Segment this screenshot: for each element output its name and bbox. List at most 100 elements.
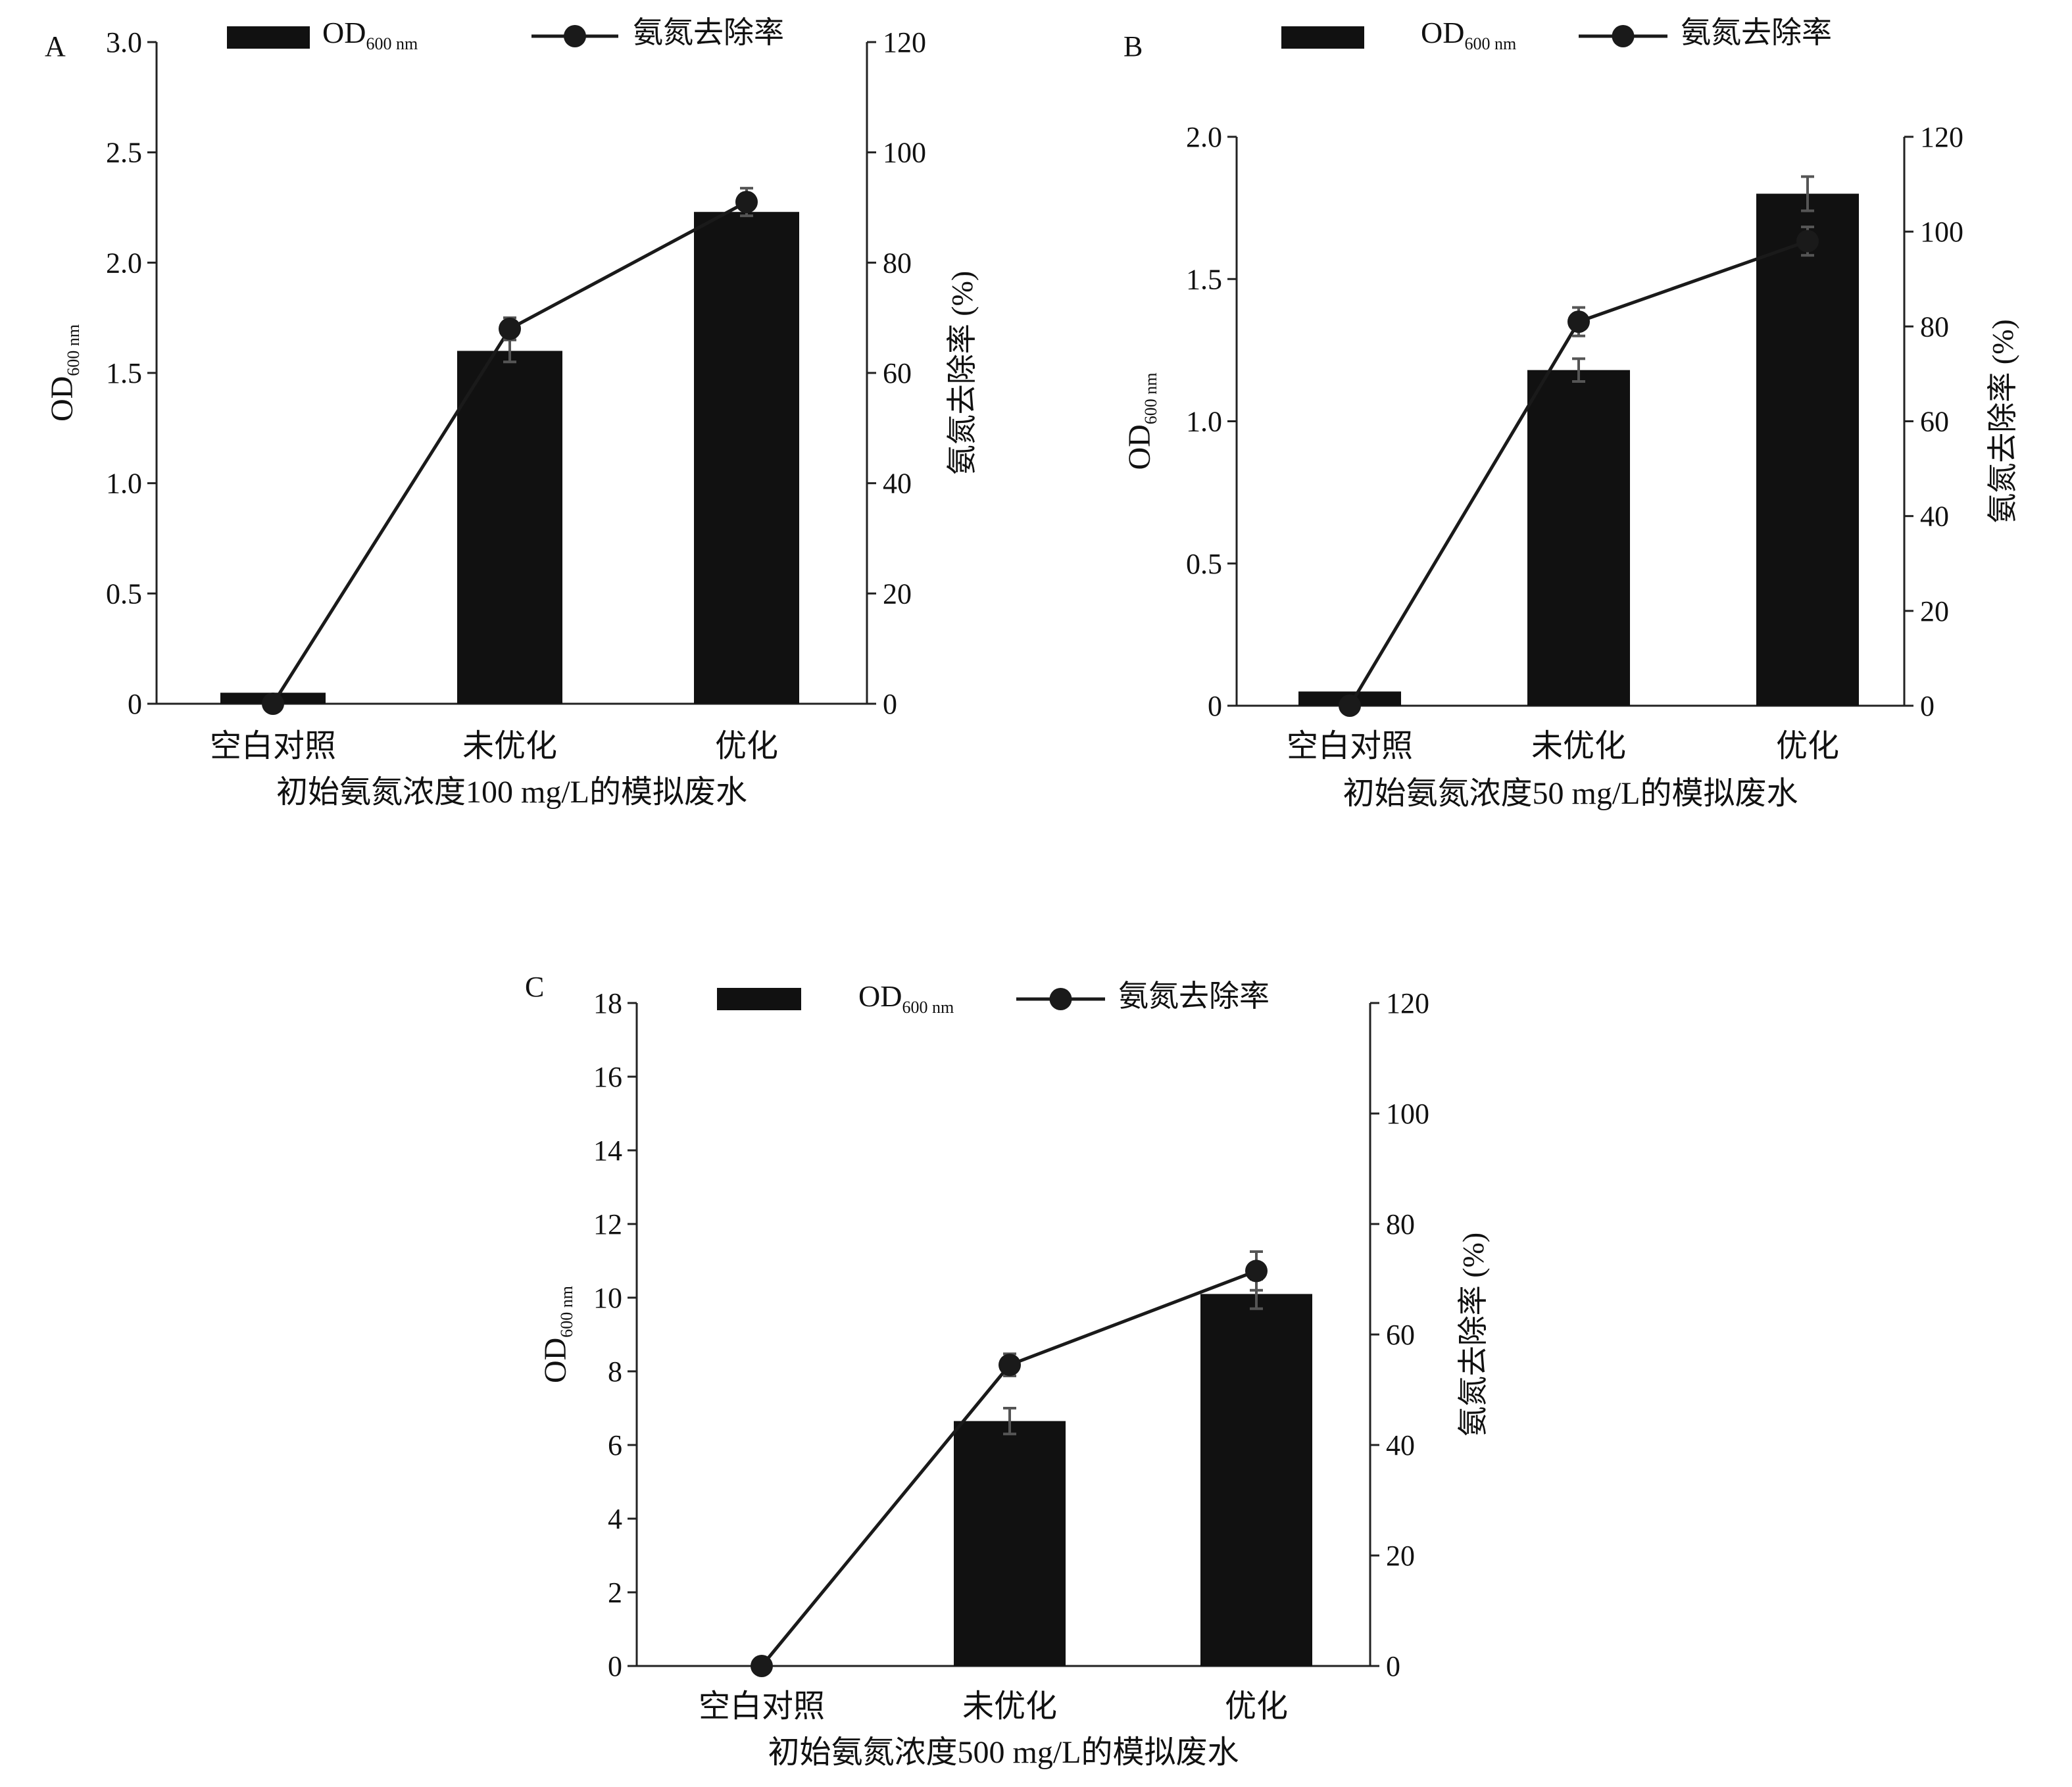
legend-od-sub: 600 nm xyxy=(902,998,954,1017)
bar xyxy=(457,351,562,704)
left-axis-title-main: OD xyxy=(45,376,80,422)
legend: OD600 nm 氨氮去除率 xyxy=(227,16,784,53)
category-label: 空白对照 xyxy=(1287,729,1413,764)
removal-rate-point xyxy=(1339,695,1361,717)
left-tick-label: 1.0 xyxy=(1186,406,1222,438)
left-tick-label: 0 xyxy=(1208,690,1222,722)
chart-panel-c: C 0 2 4 6 8 10 12 14 16 18 0 20 40 60 80 100 120 空白对照 未优化 优化… xyxy=(525,971,1490,1770)
removal-rate-point xyxy=(1245,1260,1268,1283)
legend-removal-label: 氨氮去除率 xyxy=(633,16,784,49)
right-tick-label: 20 xyxy=(883,577,912,610)
right-tick-label: 120 xyxy=(883,26,926,59)
right-tick-label: 40 xyxy=(1386,1429,1415,1461)
right-tick-label: 100 xyxy=(1920,216,1963,248)
right-tick-label: 60 xyxy=(1386,1319,1415,1351)
right-tick-label: 120 xyxy=(1386,987,1429,1019)
x-axis-title: 初始氨氮浓度50 mg/L的模拟废水 xyxy=(1343,776,1798,811)
left-tick-label: 12 xyxy=(593,1208,622,1240)
left-tick-label: 1.0 xyxy=(106,468,142,500)
left-axis-title-sub: 600 nm xyxy=(557,1286,576,1338)
bar xyxy=(1527,370,1630,706)
left-tick-label: 2 xyxy=(608,1577,622,1609)
left-tick-label: 10 xyxy=(593,1282,622,1314)
panel-label: A xyxy=(45,30,66,62)
right-tick-label: 0 xyxy=(1386,1650,1400,1682)
left-axis-title-main: OD xyxy=(538,1338,573,1383)
chart-panel-a: A 0 0.5 1.0 1.5 2.0 2.5 3.0 0 20 40 60 80 100 120 空白对照 未… xyxy=(45,16,979,810)
legend-line-marker xyxy=(1049,988,1072,1010)
legend-removal-label: 氨氮去除率 xyxy=(1118,979,1270,1013)
bar xyxy=(694,212,799,704)
removal-rate-point xyxy=(1567,310,1590,333)
legend-bar-swatch xyxy=(1281,26,1364,49)
left-axis-title: OD600 nm xyxy=(45,324,83,422)
left-axis-title-sub: 600 nm xyxy=(1141,372,1160,424)
right-tick-label: 40 xyxy=(883,468,912,500)
left-tick-label: 16 xyxy=(593,1061,622,1093)
legend: OD600 nm 氨氮去除率 xyxy=(717,979,1270,1017)
panel-label: B xyxy=(1123,30,1143,62)
legend-line-marker xyxy=(564,25,586,47)
category-label: 空白对照 xyxy=(210,729,336,764)
left-tick-label: 0 xyxy=(608,1650,622,1682)
removal-rate-point xyxy=(1796,230,1819,253)
left-axis-title-main: OD xyxy=(1122,424,1157,470)
right-tick-label: 40 xyxy=(1920,501,1949,533)
right-tick-label: 20 xyxy=(1386,1540,1415,1572)
left-tick-label: 2.0 xyxy=(1186,121,1222,153)
right-tick-label: 100 xyxy=(883,137,926,169)
legend-od-main: OD xyxy=(322,16,366,49)
right-tick-label: 60 xyxy=(883,357,912,389)
legend-od-label: OD600 nm xyxy=(1421,16,1516,53)
bar xyxy=(1756,193,1859,706)
right-axis-title: 氨氮去除率 (%) xyxy=(1986,319,2019,523)
right-tick-label: 80 xyxy=(1386,1208,1415,1240)
bar xyxy=(1200,1294,1312,1666)
legend-bar-swatch xyxy=(717,988,801,1010)
category-label: 未优化 xyxy=(962,1689,1057,1724)
category-label: 空白对照 xyxy=(699,1689,825,1724)
left-tick-label: 3.0 xyxy=(106,26,142,59)
legend-line-marker xyxy=(1612,25,1635,47)
left-axis-title: OD600 nm xyxy=(538,1286,576,1383)
legend-od-main: OD xyxy=(1421,16,1464,49)
right-tick-label: 60 xyxy=(1920,406,1949,438)
category-label: 优化 xyxy=(1225,1689,1288,1724)
bar xyxy=(954,1421,1066,1666)
left-tick-label: 1.5 xyxy=(1186,263,1222,295)
legend-od-label: OD600 nm xyxy=(322,16,418,53)
removal-rate-point xyxy=(999,1354,1021,1377)
right-tick-label: 0 xyxy=(1920,690,1935,722)
left-tick-label: 18 xyxy=(593,987,622,1019)
x-axis-title: 初始氨氮浓度100 mg/L的模拟废水 xyxy=(276,775,747,810)
right-tick-label: 80 xyxy=(883,247,912,279)
right-axis-title: 氨氮去除率 (%) xyxy=(945,271,979,475)
x-axis-title: 初始氨氮浓度500 mg/L的模拟废水 xyxy=(768,1735,1239,1770)
category-label: 未优化 xyxy=(462,729,557,764)
left-axis-title-sub: 600 nm xyxy=(64,324,83,376)
category-label: 未优化 xyxy=(1531,729,1626,764)
removal-rate-point xyxy=(751,1655,773,1677)
left-tick-label: 14 xyxy=(593,1135,622,1167)
legend: OD600 nm 氨氮去除率 xyxy=(1281,16,1832,53)
removal-rate-point xyxy=(735,191,758,214)
left-tick-label: 4 xyxy=(608,1503,622,1535)
left-tick-label: 0.5 xyxy=(106,577,142,610)
right-tick-label: 0 xyxy=(883,688,897,720)
legend-bar-swatch xyxy=(227,26,310,49)
left-tick-label: 0.5 xyxy=(1186,548,1222,580)
right-tick-label: 120 xyxy=(1920,121,1963,153)
category-label: 优化 xyxy=(1776,729,1839,764)
right-axis-title: 氨氮去除率 (%) xyxy=(1456,1233,1490,1436)
category-label: 优化 xyxy=(715,729,778,764)
left-axis-title: OD600 nm xyxy=(1122,372,1160,470)
legend-od-main: OD xyxy=(858,979,902,1013)
legend-od-label: OD600 nm xyxy=(858,979,954,1017)
left-tick-label: 2.5 xyxy=(106,137,142,169)
left-tick-label: 8 xyxy=(608,1356,622,1388)
chart-panel-b: B 0 0.5 1.0 1.5 2.0 0 20 40 60 80 100 120 空白对照 未优化 优化初始… xyxy=(1122,16,2019,811)
right-tick-label: 20 xyxy=(1920,595,1949,627)
right-tick-label: 100 xyxy=(1386,1098,1429,1130)
removal-rate-point xyxy=(499,317,521,340)
